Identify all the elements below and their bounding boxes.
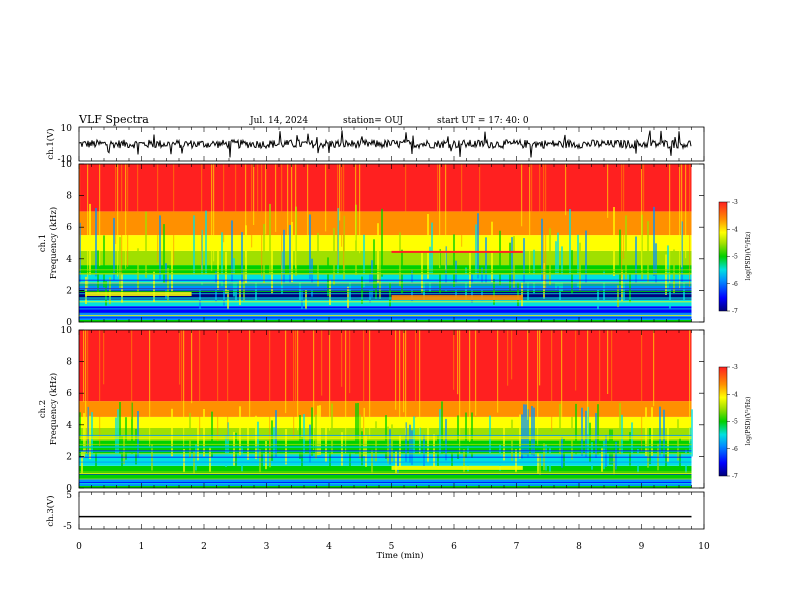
ch2-colorbar-label: log(PSD)(V²/Hz): [745, 397, 752, 446]
ytick-label: 8: [66, 358, 72, 368]
ch1-spectrogram-yticks: 0 2 4 6 8 10: [61, 160, 704, 328]
ch1-spec-ylabel-line1: ch.1: [38, 234, 48, 252]
ytick-label: 6: [66, 389, 72, 399]
ytick-label: 2: [66, 452, 72, 462]
ch1-spectrogram-panel: 0 2 4 6 8 10 ch.1 Frequency (kHz): [38, 160, 705, 328]
ch1-spec-ylabel-line2: Frequency (kHz): [48, 207, 59, 279]
colorbar-tick-label: -3: [732, 199, 738, 206]
station-label: station= OUJ: [343, 116, 403, 126]
colorbar-tick-label: -5: [732, 254, 738, 261]
time-tick-label: 6: [451, 542, 457, 552]
time-tick-label: 0: [76, 542, 82, 552]
ch1-waveform-trace: [78, 130, 692, 158]
colorbar-tick-label: -3: [732, 364, 738, 371]
ch1-waveform-line: [78, 130, 692, 158]
time-tick-label: 3: [264, 542, 270, 552]
colorbar-tick-label: -6: [732, 281, 738, 288]
start-time-label: start UT = 17: 40: 0: [437, 116, 529, 126]
ytick-label: 4: [66, 255, 72, 265]
colorbar-tick-label: -5: [732, 419, 738, 426]
ch2-spectrogram-panel: 0 2 4 6 8 10 ch.2 Frequency (kHz): [38, 326, 705, 494]
colorbar-tick-label: -4: [732, 226, 738, 233]
ytick-label: 10: [61, 326, 73, 336]
ch2-spectrogram-yticks: 0 2 4 6 8 10: [61, 326, 704, 494]
time-tick-label: 2: [201, 542, 207, 552]
ytick-label: 8: [66, 192, 72, 202]
figure-title: VLF Spectra: [78, 113, 149, 126]
ytick-label: 10: [61, 160, 73, 170]
ytick-label: 0: [66, 484, 72, 494]
time-tick-label: 1: [139, 542, 145, 552]
time-tick-label: 4: [326, 542, 332, 552]
colorbar-tick-label: -4: [732, 391, 738, 398]
ch1-ylabel: ch.1(V): [45, 128, 56, 159]
ch3-waveform-panel: 5 -5 ch.3(V): [45, 491, 705, 532]
ytick-label: 6: [66, 223, 72, 233]
ch2-spectrogram-image: [79, 330, 693, 488]
ch2-spec-ylabel-line2: Frequency (kHz): [48, 373, 59, 445]
colorbar-tick-label: -6: [732, 446, 738, 453]
time-axis-label: Time (min): [376, 550, 423, 561]
ytick-label: 4: [66, 421, 72, 431]
ch2-colorbar: -3 -4 -5 -6 -7 log(PSD)(V²/Hz): [718, 364, 752, 480]
time-tick-label: 8: [576, 542, 582, 552]
ch1-colorbar-label: log(PSD)(V²/Hz): [745, 232, 752, 281]
ytick-label: 0: [66, 318, 72, 328]
time-tick-label: 9: [639, 542, 645, 552]
ch3-ytick-top: 5: [66, 491, 72, 501]
colorbar-tick-label: -7: [732, 308, 738, 315]
ch1-waveform-panel: 10 -10 ch.1(V): [45, 124, 705, 165]
date-label: Jul. 14, 2024: [249, 116, 308, 126]
time-tick-label: 10: [698, 542, 710, 552]
ch3-ylabel: ch.3(V): [45, 495, 56, 526]
time-axis-ticks: [78, 127, 705, 529]
ytick-label: 2: [66, 286, 72, 296]
ch1-spectrogram-image: [79, 164, 692, 322]
ch1-colorbar-ticks: -3 -4 -5 -6 -7: [727, 199, 738, 315]
ch2-colorbar-ticks: -3 -4 -5 -6 -7: [727, 364, 738, 480]
time-tick-label: 7: [514, 542, 520, 552]
time-axis-tick-labels: 0 1 2 3 4 5 6 7 8 9 10: [76, 542, 710, 552]
ch1-ytick-top: 10: [61, 124, 73, 134]
ch1-ytick-bottom: -10: [58, 155, 73, 165]
ch1-colorbar: -3 -4 -5 -6 -7 log(PSD)(V²/Hz): [718, 199, 752, 315]
ch2-spec-ylabel-line1: ch.2: [38, 400, 48, 418]
ch3-ytick-bottom: -5: [63, 522, 72, 532]
colorbar-tick-label: -7: [732, 473, 738, 480]
time-tick-label: 5: [389, 542, 395, 552]
